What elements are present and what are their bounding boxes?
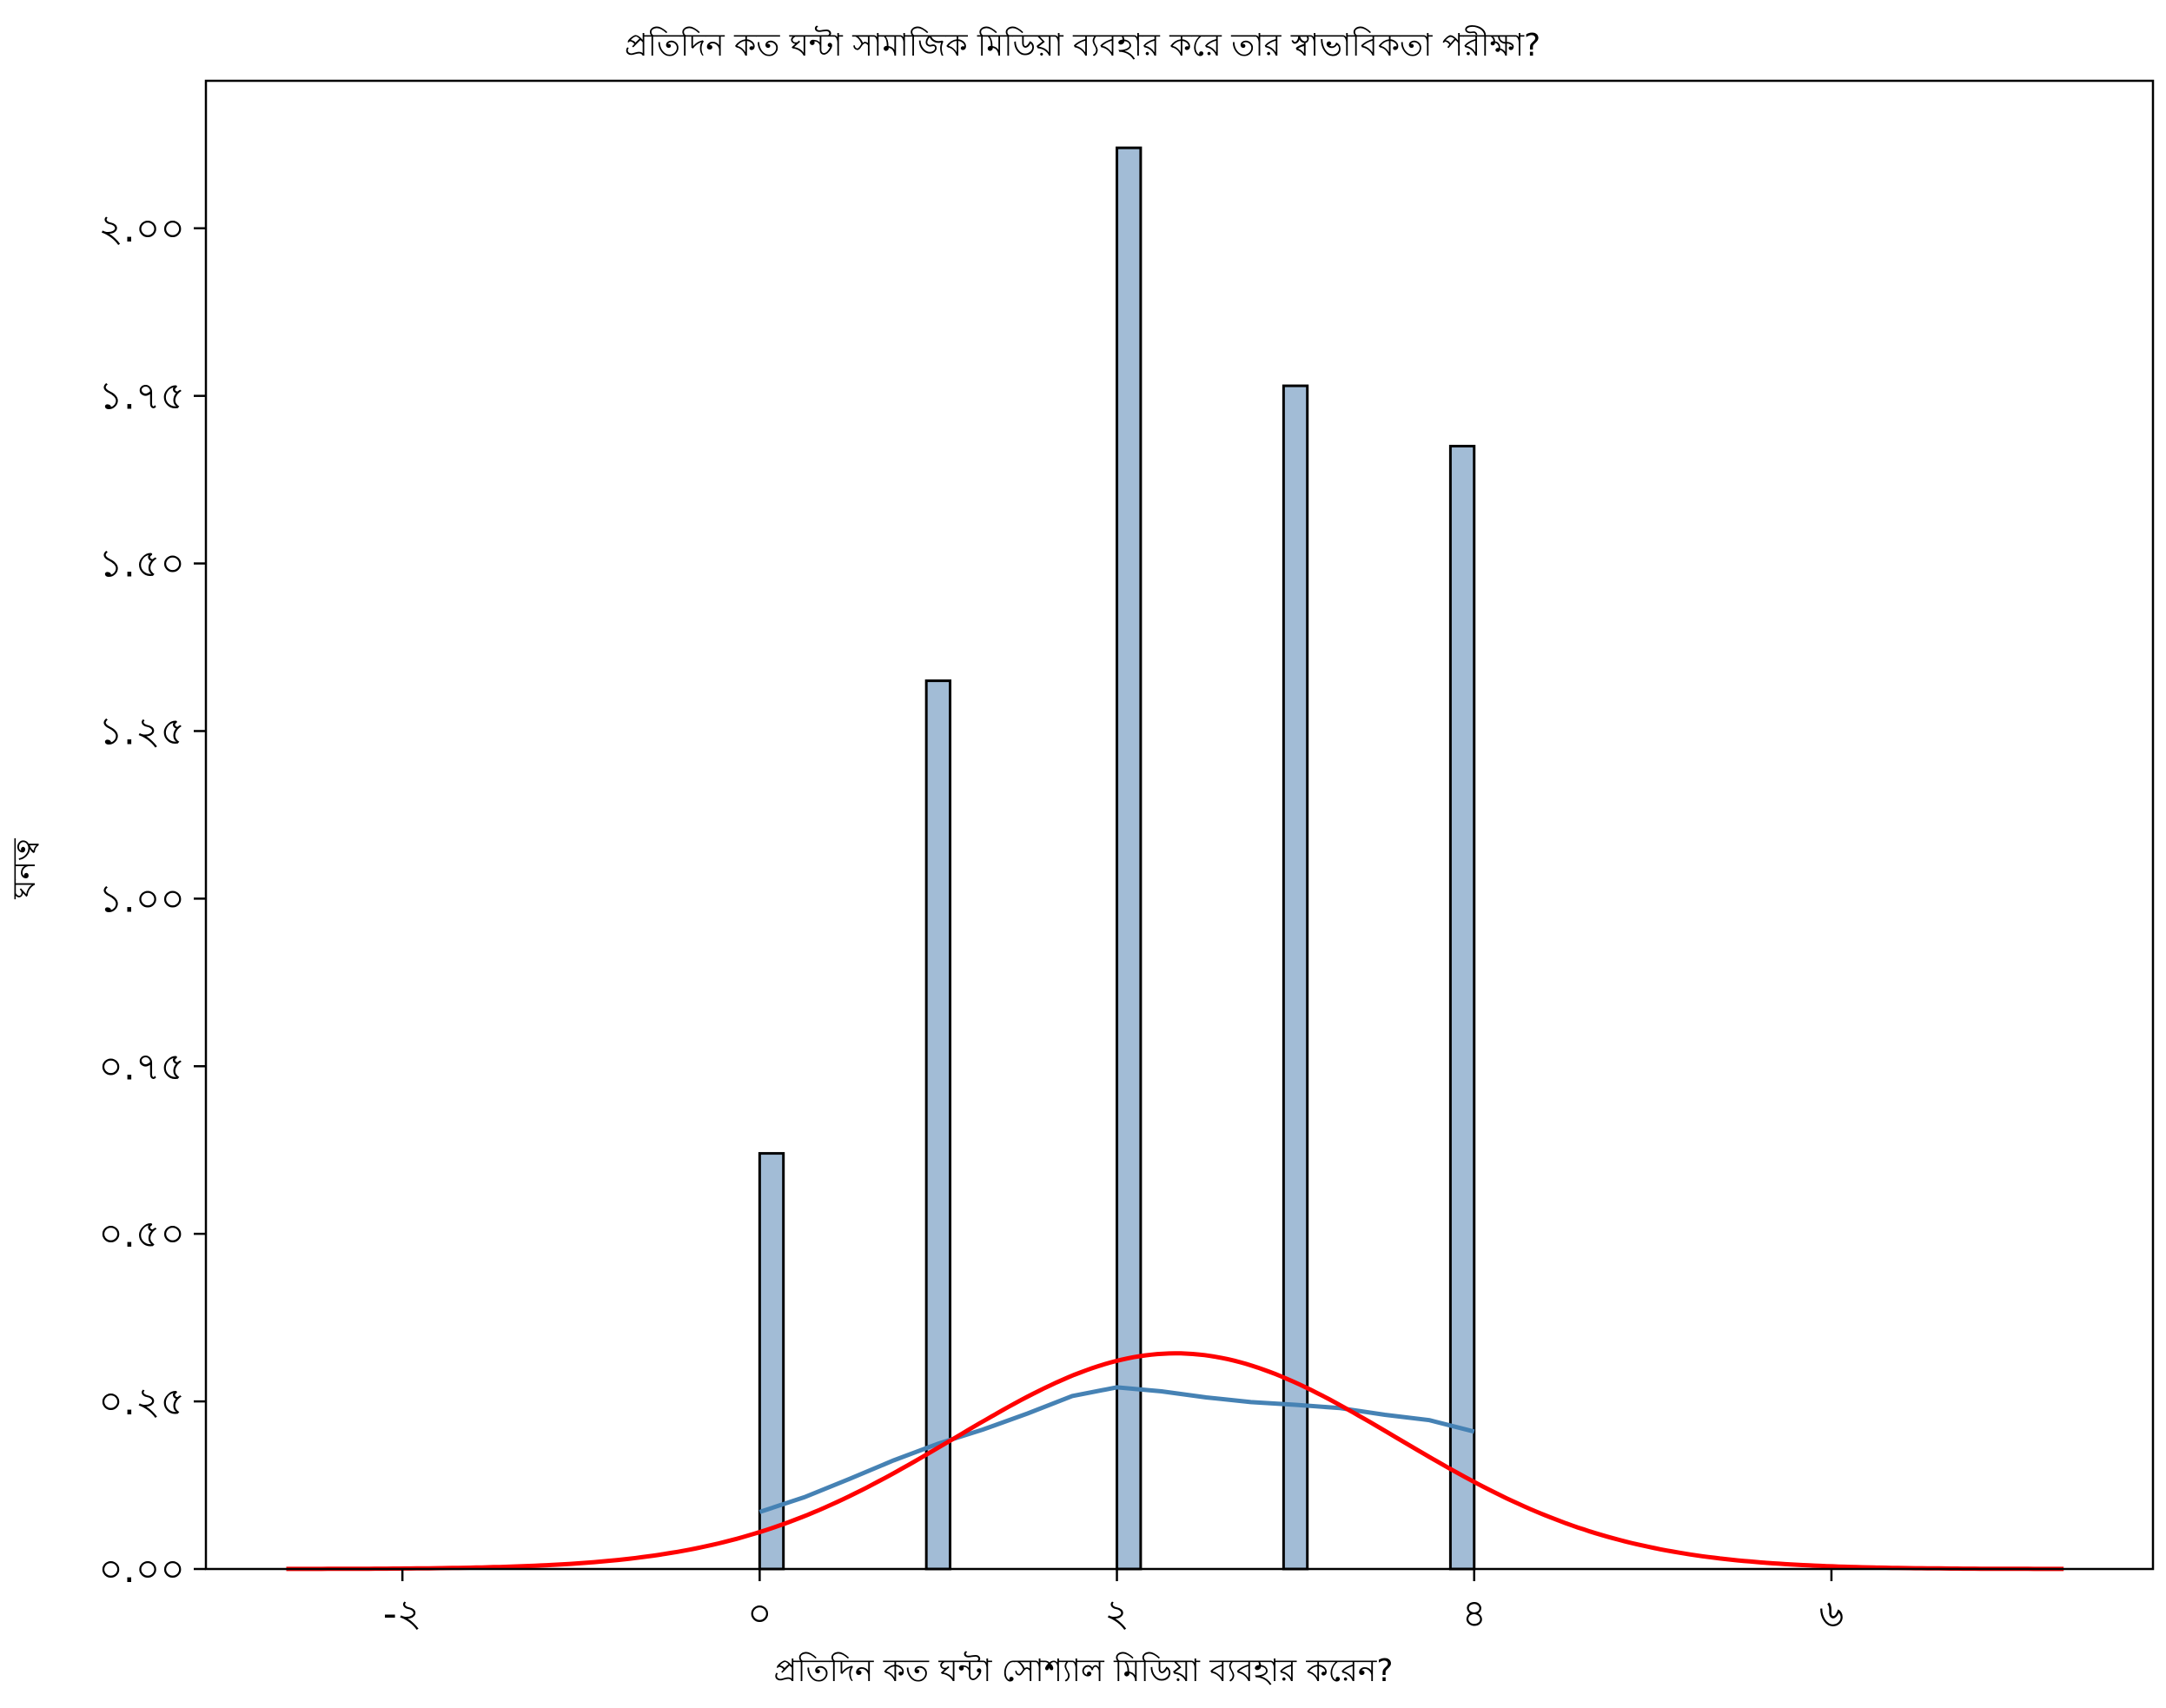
histogram-bars — [758, 146, 1476, 1571]
chart-title: প্রতিদিন কত ঘন্টা সামাজিক মিডিয়া ব্যবহা… — [625, 25, 1540, 63]
x-tick-label: -২ — [383, 1592, 422, 1636]
plot-area-frame — [204, 79, 2155, 1571]
x-axis-ticks: -২ ০ ২ ৪ ৬ — [383, 1569, 1844, 1636]
y-tick-label: ১.৭৫ — [98, 374, 185, 419]
y-tick-label: ১.৫০ — [98, 542, 185, 586]
y-tick-label: ১.২৫ — [98, 709, 185, 753]
normal-distribution-curve — [286, 1351, 2064, 1572]
y-tick-label: ২.০০ — [98, 207, 185, 251]
x-tick-label: ২ — [1104, 1592, 1129, 1636]
kde-curve — [758, 1385, 1475, 1514]
y-tick-label: ০.৭৫ — [98, 1044, 185, 1089]
y-axis-ticks: ০.০০ ০.২৫ ০.৫০ ০.৭৫ ১.০০ ১.২৫ ১.৫০ ১.৭৫ ২.০০ — [98, 207, 206, 1592]
histogram-bar — [924, 679, 952, 1571]
histogram-bar — [1282, 384, 1309, 1571]
y-tick-label: ০.০০ — [98, 1547, 185, 1592]
y-tick-label: ১.০০ — [98, 877, 185, 921]
y-axis-label: ঘনত্ব — [7, 837, 43, 900]
x-axis-label: প্রতিদিন কত ঘন্টা সোশ্যাল মিডিয়া ব্যবহা… — [773, 1652, 1393, 1689]
x-tick-label: ৪ — [1461, 1592, 1487, 1636]
x-tick-label: ৬ — [1819, 1592, 1845, 1636]
x-tick-label: ০ — [747, 1592, 772, 1636]
curve-layer — [286, 1351, 2064, 1572]
y-tick-label: ০.২৫ — [98, 1380, 185, 1424]
y-tick-label: ০.৫০ — [98, 1212, 185, 1256]
histogram-bar — [1448, 445, 1476, 1571]
